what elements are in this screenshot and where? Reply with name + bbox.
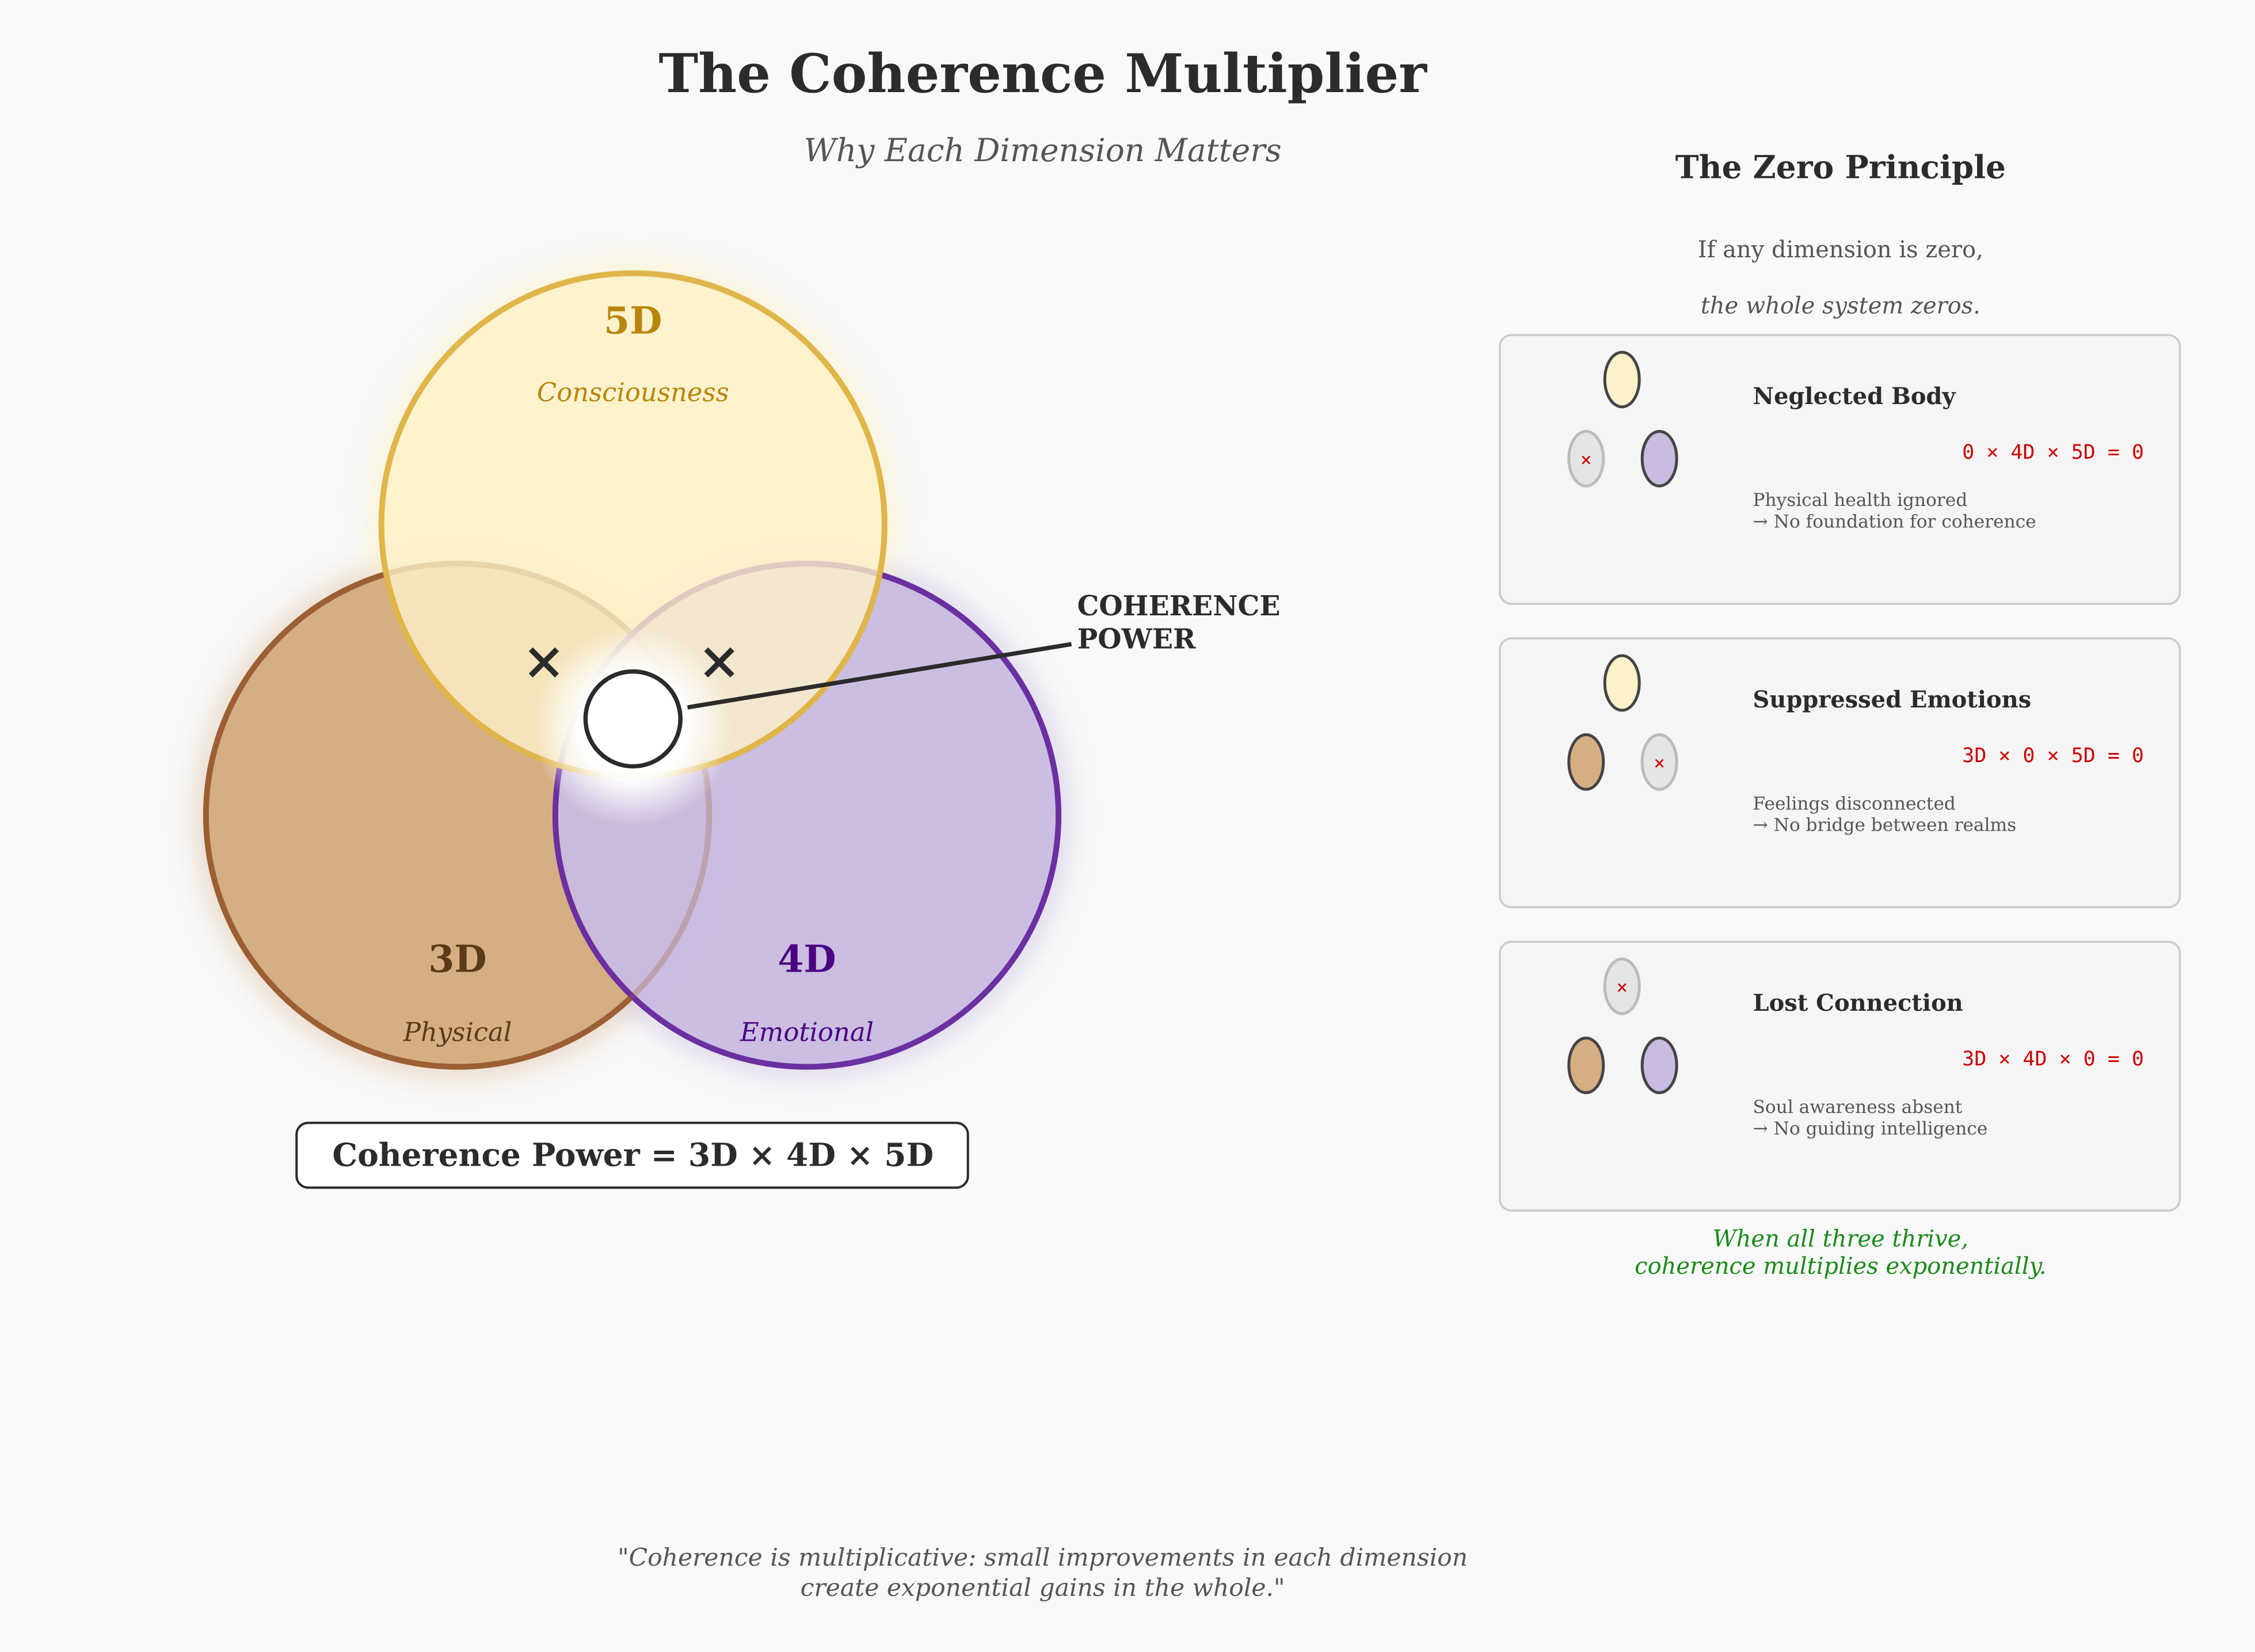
footer-line1: When all three thrive, (1713, 1226, 1968, 1253)
zero-x-icon: × (1580, 448, 1592, 470)
quote-line2: create exponential gains in the whole." (801, 1574, 1285, 1602)
scenario-card: × Suppressed Emotions 3D × 0 × 5D = 0 Feeli… (1499, 637, 2181, 909)
mini-circle-3d (1567, 1036, 1605, 1094)
zero-principle-line1: If any dimension is zero, (1698, 237, 1983, 263)
zero-x-icon: × (1616, 976, 1628, 998)
formula-text: Coherence Power = 3D × 4D × 5D (332, 1136, 934, 1174)
zero-principle-title: The Zero Principle (1675, 149, 2006, 186)
mini-circle-4d-zeroed (1640, 733, 1678, 791)
callout-line (687, 642, 1072, 710)
mini-circle-5d (1603, 654, 1641, 712)
footer-line2: coherence multiplies exponentially. (1635, 1253, 2046, 1280)
mini-circle-5d (1603, 351, 1641, 409)
label-3d: 3D (428, 938, 487, 981)
callout-line1: COHERENCE (1077, 590, 1281, 622)
quote-line1: "Coherence is multiplicative: small impr… (618, 1544, 1468, 1572)
card-desc-line2: → No foundation for coherence (1753, 512, 2036, 532)
label-consciousness: Consciousness (537, 377, 729, 408)
label-4d: 4D (778, 938, 836, 981)
card-desc-line2: → No bridge between realms (1753, 815, 2017, 836)
page-subtitle: Why Each Dimension Matters (804, 132, 1282, 169)
card-title: Suppressed Emotions (1753, 686, 2032, 713)
card-desc-line1: Feelings disconnected (1753, 793, 1956, 814)
mini-circle-4d (1640, 1036, 1678, 1094)
multiply-icon: × (698, 631, 741, 691)
mini-circle-3d (1567, 733, 1605, 791)
card-desc-line1: Physical health ignored (1753, 490, 1968, 511)
mini-circle-4d (1640, 429, 1678, 488)
mini-circle-5d-zeroed (1603, 957, 1641, 1015)
card-background (1499, 941, 2181, 1212)
card-equation: 3D × 4D × 0 = 0 (1962, 1048, 2144, 1071)
card-equation: 3D × 0 × 5D = 0 (1962, 744, 2144, 767)
card-equation: 0 × 4D × 5D = 0 (1962, 441, 2144, 464)
label-5d: 5D (604, 299, 662, 342)
card-title: Neglected Body (1753, 383, 1957, 410)
multiply-icon: × (522, 631, 565, 691)
formula-box (295, 1121, 969, 1189)
zero-x-icon: × (1654, 752, 1665, 774)
card-desc-line2: → No guiding intelligence (1753, 1118, 1988, 1139)
card-title: Lost Connection (1753, 989, 1963, 1017)
zero-principle-line2: the whole system zeros. (1701, 293, 1980, 319)
scenario-card: × Lost Connection 3D × 4D × 0 = 0 Soul awar… (1499, 941, 2181, 1212)
card-desc-line1: Soul awareness absent (1753, 1097, 1963, 1117)
card-background (1499, 334, 2181, 605)
scenario-card: × Neglected Body 0 × 4D × 5D = 0 Physical h… (1499, 334, 2181, 605)
page-title: The Coherence Multiplier (658, 42, 1427, 105)
mini-circle-3d-zeroed (1567, 429, 1605, 488)
coherence-center-circle (583, 669, 683, 769)
label-physical: Physical (403, 1017, 512, 1047)
callout-line2: POWER (1077, 623, 1196, 656)
card-background (1499, 637, 2181, 909)
label-emotional: Emotional (740, 1017, 874, 1047)
